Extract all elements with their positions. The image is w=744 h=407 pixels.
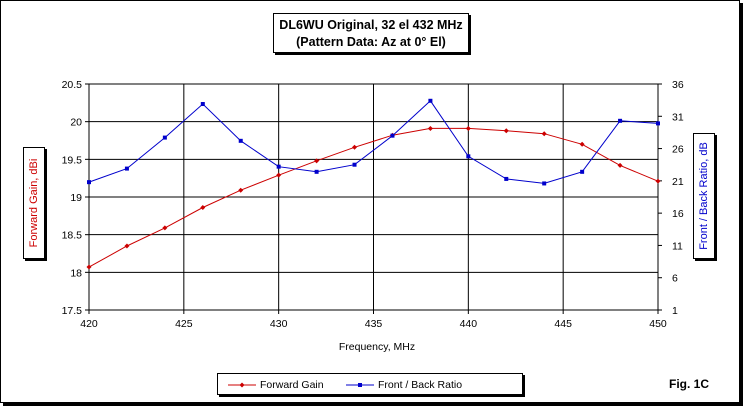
chart-title-box: DL6WU Original, 32 el 432 MHz (Pattern D… [273, 13, 469, 53]
x-tick-label: 445 [554, 318, 572, 330]
grid-lines [85, 83, 662, 314]
x-tick-label: 420 [80, 318, 98, 330]
y-left-tick-label: 18 [70, 267, 82, 279]
y-left-tick-label: 20 [70, 117, 82, 129]
front-back-ratio-point [162, 135, 167, 140]
y-right-tick-label: 21 [672, 176, 684, 188]
series-layer [86, 98, 661, 270]
legend-swatch-front-back-ratio [346, 383, 374, 387]
forward-gain-point [162, 225, 168, 231]
front-back-ratio-point [124, 166, 129, 171]
forward-gain-point [200, 205, 206, 211]
y-left-tick-label: 19 [70, 192, 82, 204]
y-left-tick-label: 17.5 [62, 305, 83, 317]
y-right-tick-label: 31 [672, 111, 684, 123]
front-back-ratio-point [618, 118, 623, 123]
y-right-tick-label: 36 [672, 79, 684, 91]
front-back-ratio-point [352, 162, 357, 167]
front-back-ratio-point [542, 181, 547, 186]
y-right-tick-label: 11 [672, 240, 683, 252]
front-back-ratio-point [656, 121, 660, 126]
legend-label-front-back-ratio: Front / Back Ratio [378, 379, 463, 391]
front-back-ratio-point [466, 154, 471, 159]
chart-subtitle: (Pattern Data: Az at 0° El) [296, 35, 446, 49]
legend-swatch-forward-gain [228, 382, 256, 388]
y-left-tick-label: 20.5 [62, 79, 83, 91]
legend: Forward Gain Front / Back Ratio [217, 373, 523, 395]
front-back-ratio-point [87, 180, 91, 185]
forward-gain-point [352, 144, 358, 150]
forward-gain-point [579, 141, 585, 147]
chart-title: DL6WU Original, 32 el 432 MHz [279, 18, 463, 32]
x-tick-label: 425 [175, 318, 193, 330]
front-back-ratio-point [314, 169, 319, 174]
y-right-tick-label: 1 [672, 305, 678, 317]
front-back-ratio-point [580, 169, 585, 174]
forward-gain-point [465, 125, 471, 131]
forward-gain-point [86, 264, 92, 270]
forward-gain-point [617, 162, 623, 168]
x-tick-label: 440 [460, 318, 478, 330]
y-left-label-box: Forward Gain, dBi [23, 147, 45, 259]
y-left-tick-label: 19.5 [62, 154, 83, 166]
front-back-ratio-point [390, 133, 395, 138]
front-back-ratio-point [504, 176, 509, 181]
forward-gain-point [541, 131, 547, 137]
x-tick-label: 450 [649, 318, 667, 330]
forward-gain-point [124, 243, 130, 249]
x-tick-label: 435 [365, 318, 383, 330]
y-right-tick-label: 6 [672, 273, 678, 285]
forward-gain-point [276, 172, 282, 178]
front-back-ratio-point [428, 98, 433, 103]
forward-gain-point [503, 128, 509, 134]
series-line-front-back-ratio [88, 100, 659, 184]
figure-label: Fig. 1C [669, 377, 710, 391]
front-back-ratio-point [200, 102, 205, 107]
y-left-axis-label: Forward Gain, dBi [28, 158, 40, 248]
y-right-tick-label: 16 [672, 208, 684, 220]
legend-label-forward-gain: Forward Gain [260, 379, 324, 391]
front-back-ratio-point [238, 138, 243, 143]
x-axis-label: Frequency, MHz [339, 341, 415, 353]
y-right-axis-label: Front / Back Ratio, dB [698, 142, 710, 250]
y-right-tick-label: 26 [672, 144, 684, 156]
series-line-forward-gain [88, 127, 659, 268]
y-right-label-box: Front / Back Ratio, dB [693, 133, 715, 259]
forward-gain-point [427, 125, 433, 131]
forward-gain-point [314, 158, 320, 164]
x-tick-label: 430 [270, 318, 288, 330]
y-left-tick-label: 18.5 [62, 230, 83, 242]
front-back-ratio-point [276, 164, 281, 169]
forward-gain-point [655, 178, 661, 184]
forward-gain-point [238, 187, 244, 193]
